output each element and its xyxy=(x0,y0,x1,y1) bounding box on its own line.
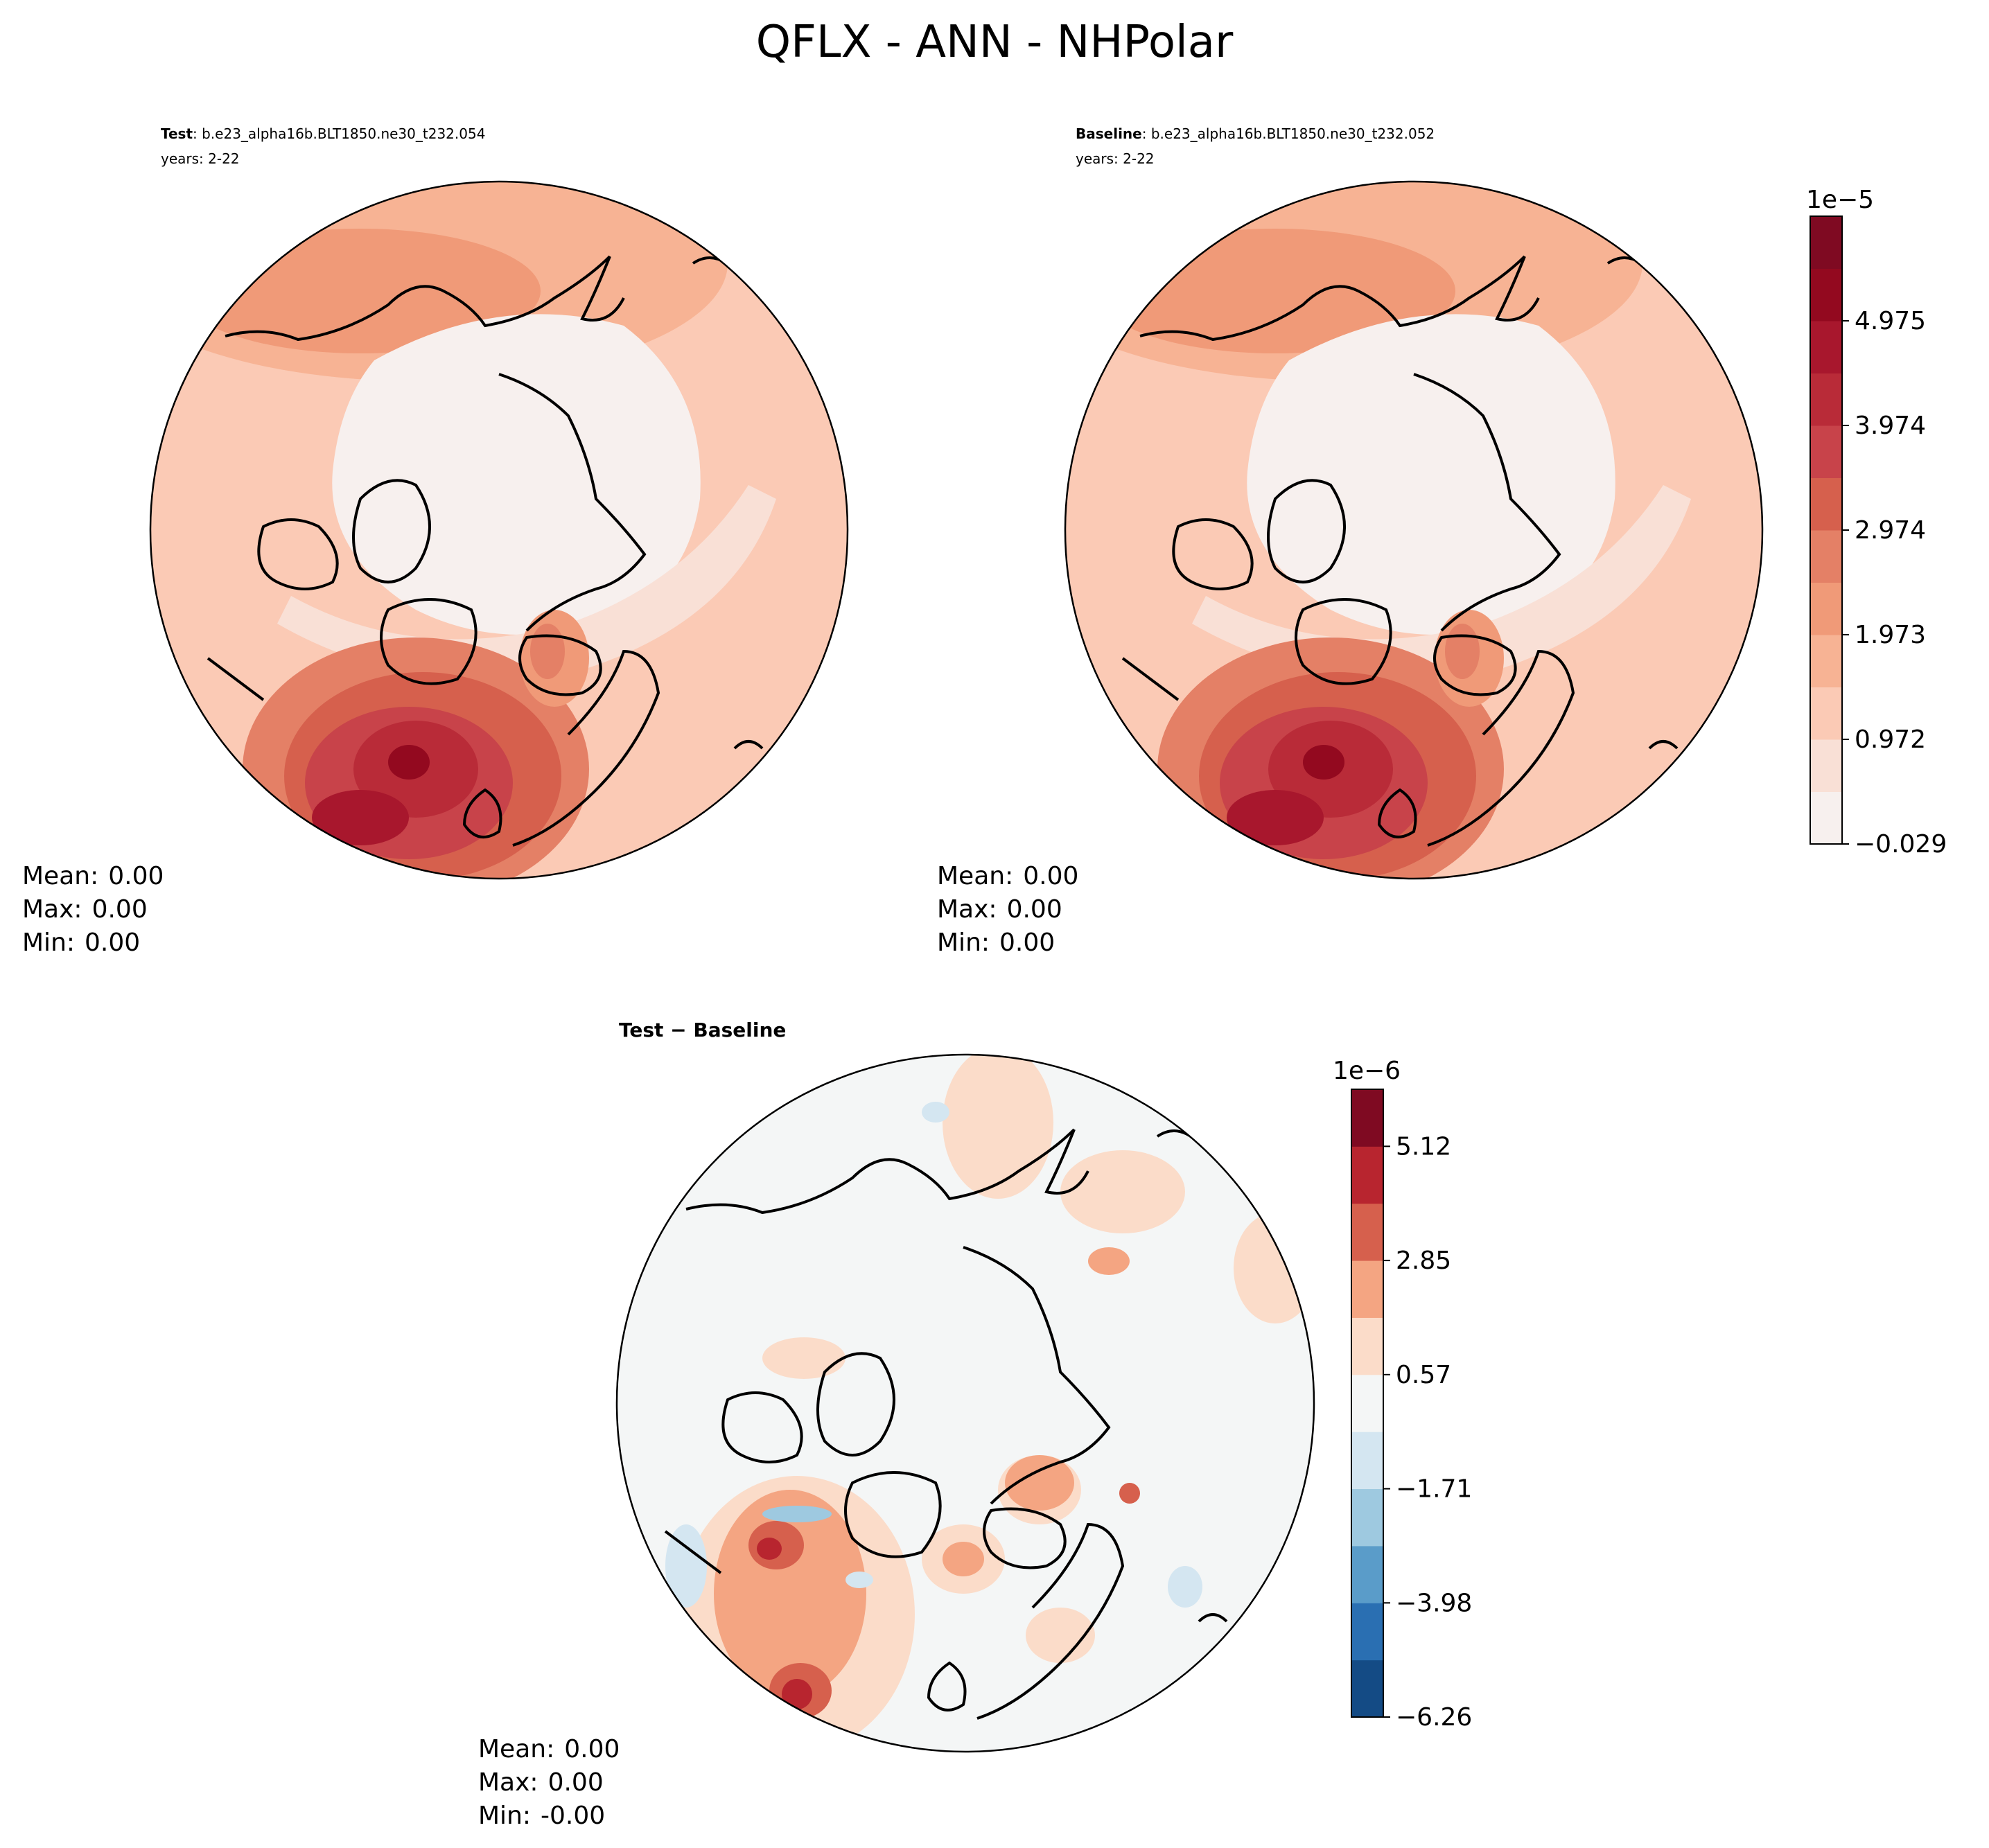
figure-title: QFLX - ANN - NHPolar xyxy=(756,17,1234,68)
colorbar-main-tick-label: 0.972 xyxy=(1855,725,1926,754)
colorbar-diff-swatch xyxy=(1351,1089,1383,1147)
panel-baseline: Baseline: b.e23_alpha16b.BLT1850.ne30_t2… xyxy=(937,125,1764,957)
colorbar-diff-swatch xyxy=(1351,1260,1383,1318)
panel-diff-max: Max: 0.00 xyxy=(478,1768,604,1797)
colorbar-main-tick-label: 3.974 xyxy=(1855,412,1926,440)
colorbar-main-tick-label: −0.029 xyxy=(1855,830,1947,859)
panel-baseline-stats: Mean: 0.00 Max: 0.00 Min: 0.00 xyxy=(937,862,1078,957)
panel-diff-mean: Mean: 0.00 xyxy=(478,1735,620,1763)
colorbar-diff-swatch xyxy=(1351,1545,1383,1603)
panel-baseline-min: Min: 0.00 xyxy=(937,929,1055,957)
colorbar-diff-swatch xyxy=(1351,1488,1383,1547)
panel-test-stats: Mean: 0.00 Max: 0.00 Min: 0.00 xyxy=(22,862,164,957)
colorbar-diff: 1e−6 −6.26 −3.98 −1.71 0.57 2.85 5.12 xyxy=(1333,1057,1472,1732)
panel-diff-title: Test − Baseline xyxy=(619,1019,786,1041)
panel-baseline-title: Baseline: b.e23_alpha16b.BLT1850.ne30_t2… xyxy=(1076,125,1435,142)
colorbar-main-swatch xyxy=(1810,635,1842,687)
panel-diff-min: Min: -0.00 xyxy=(478,1802,605,1830)
colorbar-diff-tick-label: 0.57 xyxy=(1396,1361,1451,1389)
colorbar-main-offset: 1e−5 xyxy=(1806,186,1874,214)
panel-test-title-bold: Test xyxy=(161,125,193,142)
colorbar-diff-tick-label: 2.85 xyxy=(1396,1247,1451,1275)
panel-baseline-title-rest: : b.e23_alpha16b.BLT1850.ne30_t232.052 xyxy=(1142,125,1435,142)
panel-test-min: Min: 0.00 xyxy=(22,929,140,957)
colorbar-diff-swatch xyxy=(1351,1146,1383,1204)
panel-test-subtitle: years: 2-22 xyxy=(161,150,240,167)
panel-baseline-title-bold: Baseline xyxy=(1076,125,1142,142)
colorbar-diff-swatch xyxy=(1351,1603,1383,1661)
panel-baseline-map xyxy=(1065,182,1762,879)
panel-diff: Test − Baseline xyxy=(478,1019,1315,1830)
panel-test-title: Test: b.e23_alpha16b.BLT1850.ne30_t232.0… xyxy=(161,125,485,142)
panel-test-max: Max: 0.00 xyxy=(22,895,148,924)
colorbar-diff-tick-label: −1.71 xyxy=(1396,1475,1472,1504)
colorbar-diff-tick-label: 5.12 xyxy=(1396,1132,1451,1161)
colorbar-diff-offset: 1e−6 xyxy=(1333,1057,1401,1085)
colorbar-main-swatch xyxy=(1810,373,1842,426)
colorbar-main-swatch xyxy=(1810,477,1842,531)
colorbar-main-swatch xyxy=(1810,791,1842,845)
colorbar-main-swatch xyxy=(1810,687,1842,740)
panel-test-mean: Mean: 0.00 xyxy=(22,862,164,890)
panel-diff-stats: Mean: 0.00 Max: 0.00 Min: -0.00 xyxy=(478,1735,620,1830)
colorbar-diff-swatch xyxy=(1351,1374,1383,1432)
colorbar-diff-swatch xyxy=(1351,1660,1383,1718)
colorbar-main-swatch xyxy=(1810,268,1842,322)
panel-baseline-subtitle: years: 2-22 xyxy=(1076,150,1155,167)
colorbar-main: 1e−5 −0.029 0.972 1.973 2.974 3.974 4.975 xyxy=(1806,186,1947,859)
colorbar-main-tick-label: 1.973 xyxy=(1855,621,1926,649)
colorbar-main-swatch xyxy=(1810,216,1842,269)
colorbar-diff-swatch xyxy=(1351,1203,1383,1261)
panel-test: Test: b.e23_alpha16b.BLT1850.ne30_t232.0… xyxy=(22,125,849,957)
panel-baseline-mean: Mean: 0.00 xyxy=(937,862,1078,890)
colorbar-diff-tick-label: −6.26 xyxy=(1396,1703,1472,1732)
colorbar-main-swatch xyxy=(1810,425,1842,478)
colorbar-diff-swatch xyxy=(1351,1317,1383,1375)
colorbar-main-swatch xyxy=(1810,530,1842,583)
panel-diff-map xyxy=(617,1055,1314,1752)
colorbar-diff-swatch xyxy=(1351,1432,1383,1490)
colorbar-diff-tick-label: −3.98 xyxy=(1396,1589,1472,1617)
colorbar-main-tick-label: 2.974 xyxy=(1855,516,1926,545)
panel-baseline-max: Max: 0.00 xyxy=(937,895,1062,924)
colorbar-main-tick-label: 4.975 xyxy=(1855,307,1926,335)
colorbar-main-swatch xyxy=(1810,582,1842,635)
colorbar-main-swatch xyxy=(1810,321,1842,373)
panel-test-map xyxy=(150,182,848,879)
panel-test-title-rest: : b.e23_alpha16b.BLT1850.ne30_t232.054 xyxy=(193,125,485,142)
colorbar-main-swatch xyxy=(1810,739,1842,792)
